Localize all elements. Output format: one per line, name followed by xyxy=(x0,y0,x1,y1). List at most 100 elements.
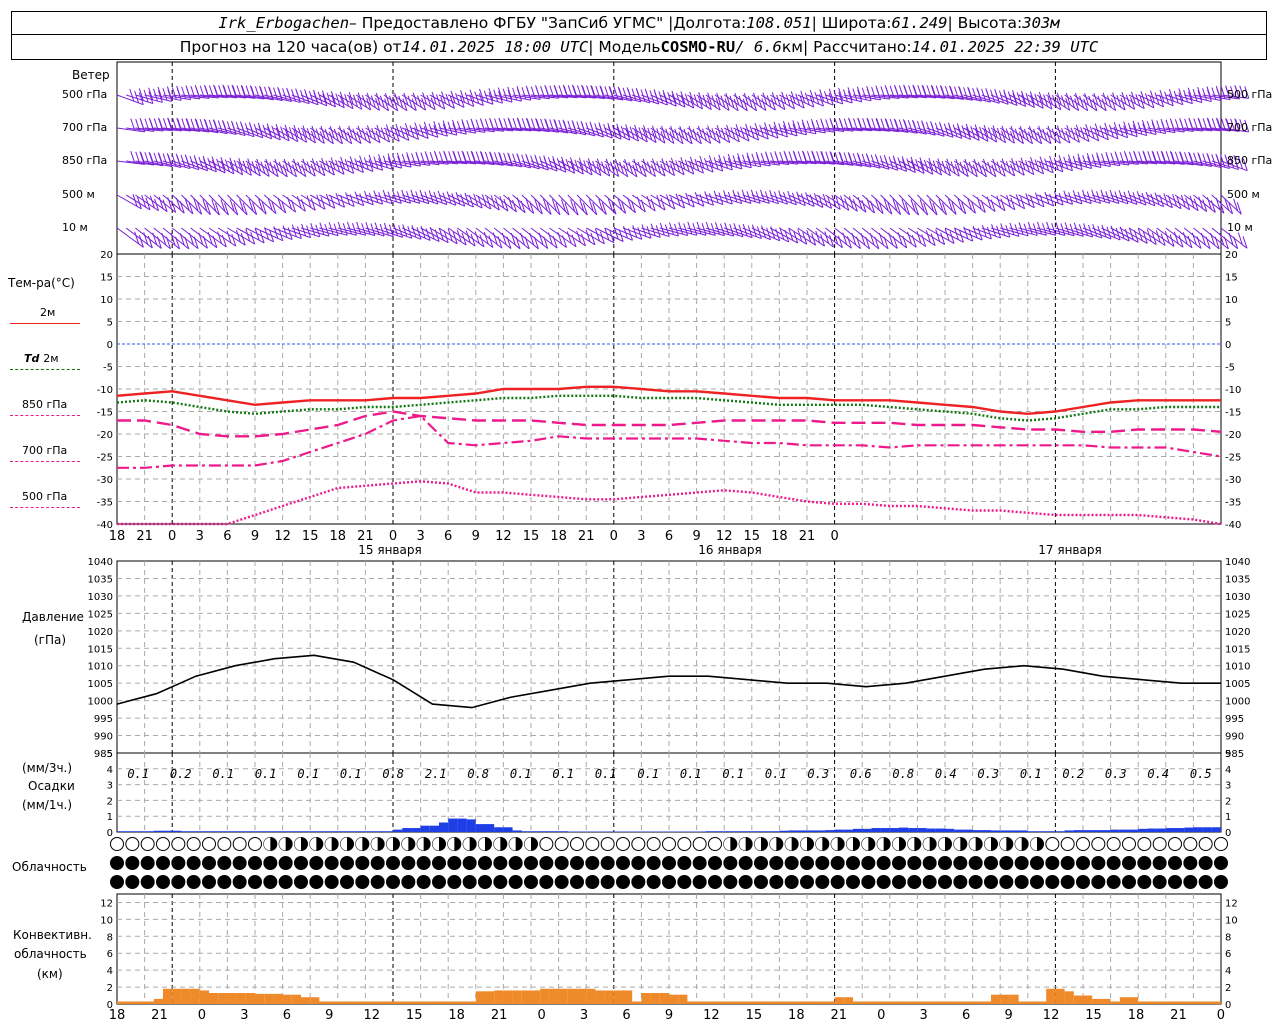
wind-barb-feather xyxy=(838,117,844,131)
temp-legend-text: 2м xyxy=(40,306,56,319)
wind-barb-feather xyxy=(632,164,638,177)
cloud-symbol xyxy=(1168,837,1182,851)
temp-series-2 xyxy=(117,410,1222,438)
wind-barb xyxy=(769,227,798,244)
cloud-symbol xyxy=(585,856,600,870)
wind-barb-feather xyxy=(442,120,448,133)
wind-barb-feather xyxy=(1193,152,1199,165)
wind-barb-feather xyxy=(893,118,899,131)
precip-bar xyxy=(236,831,246,832)
wind-barb xyxy=(466,127,495,133)
precip-sum-label: 0.8 xyxy=(467,767,489,781)
wind-barb-feather xyxy=(366,97,372,111)
wind-barb-feather xyxy=(1110,225,1116,238)
wind-barb xyxy=(1027,160,1054,174)
wind-barb-feather xyxy=(342,223,348,236)
conv-bar xyxy=(319,1001,329,1004)
wind-barb-feather xyxy=(280,126,286,139)
hour-label: 3 xyxy=(637,529,645,544)
wind-barb-feather xyxy=(656,161,662,174)
wind-barb xyxy=(438,160,467,165)
wind-barb-feather xyxy=(650,223,656,236)
wind-barb xyxy=(999,194,1025,210)
wind-barb-feather xyxy=(1063,156,1069,170)
wind-barb xyxy=(346,127,371,144)
precip-ytick-right: 3 xyxy=(1225,781,1231,792)
wind-barb-feather xyxy=(925,230,931,243)
wind-barb-feather xyxy=(587,158,593,171)
wind-barb xyxy=(217,227,246,246)
cloud-symbol-part xyxy=(969,837,976,851)
conv-ytick-left: 12 xyxy=(100,898,113,909)
cloud-symbol-part xyxy=(279,837,286,851)
wind-barb-feather xyxy=(347,131,353,144)
wind-barb xyxy=(659,160,685,176)
wind-barb-feather xyxy=(852,88,858,101)
wind-barb-feather xyxy=(359,155,365,168)
cloud-symbol xyxy=(861,875,876,889)
wind-barb xyxy=(1092,127,1119,140)
wind-barb xyxy=(162,194,185,214)
wind-barb-feather xyxy=(1029,162,1035,175)
cloud-symbol-part xyxy=(524,837,531,851)
cloud-symbol xyxy=(999,856,1014,870)
wind-barb xyxy=(549,127,577,135)
conv-bar xyxy=(1138,1001,1148,1004)
wind-barb xyxy=(1147,94,1174,107)
wind-barb xyxy=(429,160,458,165)
cloud-symbol xyxy=(1137,875,1152,889)
conv-bar xyxy=(282,994,292,1004)
wind-barb-feather xyxy=(646,195,652,209)
wind-barb xyxy=(760,227,789,243)
wind-barb-feather xyxy=(442,192,448,205)
wind-barb xyxy=(972,94,1000,104)
precip-bar xyxy=(448,818,458,832)
conv-bar xyxy=(751,1001,761,1004)
wind-barb-feather xyxy=(483,90,489,103)
wind-barb-feather xyxy=(670,163,676,176)
wind-barb xyxy=(1009,160,1035,176)
wind-barb-feather xyxy=(1027,221,1033,235)
cloud-symbol xyxy=(1137,837,1152,851)
wind-barb-feather xyxy=(734,129,740,143)
wind-barb-feather xyxy=(1083,98,1089,111)
wind-barb-feather xyxy=(230,120,236,134)
conv-bar xyxy=(466,1001,476,1004)
wind-barb-feather xyxy=(1094,123,1100,136)
wind-barb-feather xyxy=(293,158,298,172)
wind-barb-feather xyxy=(1198,196,1204,209)
wind-barb xyxy=(935,194,957,215)
wind-barb xyxy=(779,160,808,165)
wind-barb-feather xyxy=(746,152,752,165)
wind-barb-feather xyxy=(935,229,941,242)
wind-barb xyxy=(861,227,889,250)
precip-bar xyxy=(935,828,945,832)
conv-title-1: Конвективн. xyxy=(13,928,92,942)
wind-barb-feather xyxy=(428,190,434,203)
temp-title: Тем-ра(°C) xyxy=(8,276,75,290)
conv-bar xyxy=(420,1001,430,1004)
cloud-symbol xyxy=(140,856,155,870)
wind-barb xyxy=(622,127,648,143)
wind-barb-feather xyxy=(815,230,821,244)
cloud-symbol xyxy=(539,837,554,851)
wind-barb xyxy=(1184,160,1212,167)
wind-barb xyxy=(843,160,872,168)
wind-barb xyxy=(668,227,697,236)
wind-barb xyxy=(300,127,325,144)
wind-barb xyxy=(742,194,770,204)
wind-barb xyxy=(135,160,164,167)
wind-barb xyxy=(245,194,267,215)
wind-barb xyxy=(871,160,898,171)
conv-bar xyxy=(834,997,844,1004)
wind-barb-feather xyxy=(866,117,872,131)
wind-barb xyxy=(1046,160,1073,172)
precip-unit-1h: (мм/1ч.) xyxy=(22,798,73,812)
cloud-symbol xyxy=(248,875,262,889)
wind-barb xyxy=(1156,94,1184,106)
wind-barb-feather xyxy=(581,84,587,98)
wind-barb xyxy=(162,127,191,132)
wind-barb xyxy=(604,194,627,214)
wind-barb-feather xyxy=(658,91,664,104)
conv-bar xyxy=(1184,1001,1194,1004)
